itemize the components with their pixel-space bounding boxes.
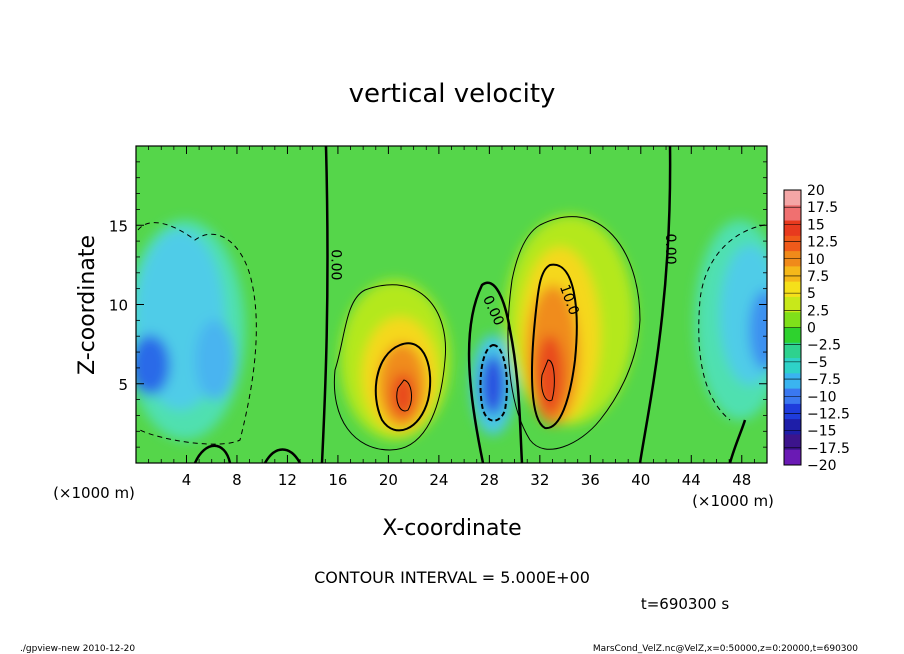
colorbar-label: −5	[807, 355, 828, 371]
x-tick-label: 4	[182, 471, 192, 489]
colorbar-label: 15	[807, 217, 825, 233]
x-axis-label: X-coordinate	[382, 516, 521, 541]
x-tick-label: 16	[328, 471, 347, 489]
y-axis-label: Z-coordinate	[75, 235, 100, 375]
colorbar-swatch	[784, 281, 801, 298]
colorbar-label: 12.5	[807, 235, 838, 251]
colorbar-label: −17.5	[807, 441, 850, 457]
colorbar-swatch	[784, 327, 801, 344]
colorbar-label: 2.5	[807, 303, 829, 319]
colorbar-label: −7.5	[807, 372, 841, 388]
chart-title: vertical velocity	[349, 79, 556, 109]
colorbar-label: 20	[807, 183, 825, 199]
colorbar-swatch	[784, 373, 801, 390]
x-tick-label: 20	[379, 471, 398, 489]
colorbar-label: 7.5	[807, 269, 829, 285]
x-unit-left: (×1000 m)	[53, 484, 135, 502]
x-tick-label: 12	[278, 471, 297, 489]
colorbar-label: −10	[807, 389, 837, 405]
contour-labels: 0.000.00 10.00.00	[328, 233, 678, 328]
x-tick-label: 48	[732, 471, 751, 489]
colorbar-swatch	[784, 434, 801, 451]
colorbar-label: −2.5	[807, 338, 841, 354]
colorbar-swatch	[784, 296, 801, 313]
colorbar-swatch	[784, 266, 801, 283]
colorbar-label: −20	[807, 458, 837, 474]
contour-label: 0.00	[328, 249, 344, 280]
colorbar-label: 17.5	[807, 200, 838, 216]
y-tick-label: 5	[118, 376, 128, 394]
x-tick-label: 44	[682, 471, 701, 489]
x-tick-label: 40	[631, 471, 650, 489]
colorbar-swatch	[784, 190, 801, 206]
x-tick-label: 8	[232, 471, 242, 489]
y-tick-label: 15	[109, 217, 128, 235]
footer-left: ./gpview-new 2010-12-20	[20, 644, 135, 654]
time-text: t=690300 s	[641, 595, 729, 613]
colorbar-swatch	[784, 312, 801, 328]
colorbar-swatch	[784, 342, 801, 359]
colorbar-swatch	[784, 220, 801, 237]
x-tick-label: 28	[480, 471, 499, 489]
x-unit-right: (×1000 m)	[692, 492, 774, 510]
y-tick-label: 10	[109, 297, 128, 315]
colorbar-label: −12.5	[807, 406, 850, 422]
colorbar-swatch	[784, 205, 801, 222]
contour-label: 0.00	[662, 233, 678, 264]
x-tick-label: 36	[581, 471, 600, 489]
colorbar-swatch	[784, 403, 801, 420]
x-tick-label: 24	[429, 471, 448, 489]
heatmap-field	[136, 146, 767, 463]
colorbar-swatch	[784, 235, 801, 252]
contour-interval-text: CONTOUR INTERVAL = 5.000E+00	[314, 568, 590, 587]
colorbar-label: 10	[807, 252, 825, 268]
colorbar-label: 5	[807, 286, 816, 302]
colorbar-label: 0	[807, 321, 816, 337]
footer-right: MarsCond_VelZ.nc@VelZ,x=0:50000,z=0:2000…	[593, 644, 858, 654]
x-tick-label: 32	[530, 471, 549, 489]
colorbar-swatch	[784, 419, 801, 435]
colorbar-swatch	[784, 358, 801, 374]
colorbar-label: −15	[807, 424, 837, 440]
colorbar-swatch	[784, 449, 801, 466]
